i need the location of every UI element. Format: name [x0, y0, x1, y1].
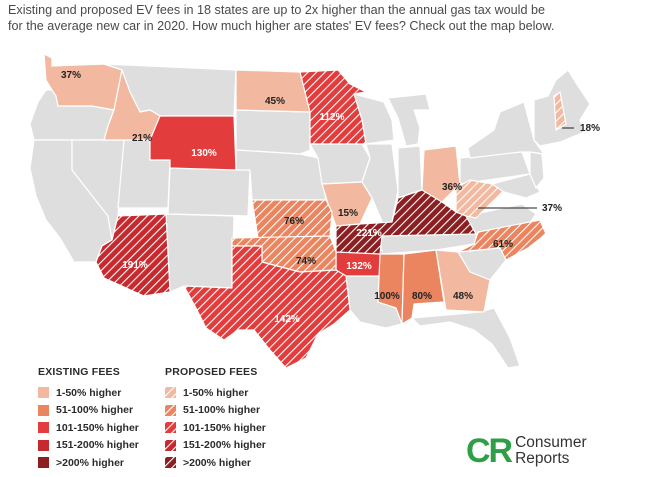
legend-existing-label: 101-150% higher — [56, 421, 139, 434]
legend-existing-title: EXISTING FEES — [38, 366, 120, 378]
label-kansas: 76% — [284, 216, 304, 227]
label-wyoming: 130% — [191, 148, 217, 159]
label-washington: 37% — [61, 70, 81, 81]
legend-proposed-label: 151-200% higher — [183, 439, 266, 452]
label-west-virginia: 37% — [542, 203, 562, 214]
legend-hatch-swatch — [165, 387, 176, 399]
label-mississippi: 100% — [374, 291, 400, 302]
state-indiana — [397, 145, 423, 199]
brand-name-line-1: Consumer — [515, 434, 587, 451]
state-kansas — [251, 199, 333, 239]
legend-existing-item: 101-150% higher — [38, 419, 139, 437]
legend-existing-label: 151-200% higher — [56, 439, 139, 452]
legend-proposed-label: 1-50% higher — [183, 386, 249, 399]
legend-hatch-swatch — [165, 439, 176, 451]
legend-proposed-item: 1-50% higher — [165, 384, 266, 402]
legend-proposed-title: PROPOSED FEES — [165, 366, 258, 378]
label-ohio: 36% — [442, 182, 462, 193]
state-texas — [183, 245, 351, 369]
label-kentucky: 221% — [356, 228, 382, 239]
label-minnesota: 112% — [319, 112, 344, 123]
legend-swatch — [38, 387, 49, 399]
state-minnesota — [299, 69, 367, 145]
state-michigan — [387, 93, 431, 147]
state-mississippi — [377, 253, 405, 325]
label-idaho: 21% — [132, 133, 152, 144]
legend-existing-item: >200% higher — [38, 454, 139, 472]
label-north-dakota: 45% — [265, 96, 285, 107]
legend-existing: EXISTING FEES 1-50% higher 51-100% highe… — [38, 366, 139, 472]
state-new-mexico — [165, 213, 235, 293]
legend-hatch-swatch — [165, 404, 176, 416]
legend-proposed-label: 51-100% higher — [183, 404, 261, 417]
legend-proposed-label: 101-150% higher — [183, 421, 266, 434]
label-oklahoma: 74% — [296, 256, 316, 267]
label-missouri: 15% — [338, 208, 358, 219]
label-georgia: 48% — [453, 291, 473, 302]
headline-line-1: Existing and proposed EV fees in 18 stat… — [8, 3, 545, 17]
state-new-jersey — [529, 151, 545, 189]
legend-proposed-item: >200% higher — [165, 454, 266, 472]
state-arizona — [95, 213, 171, 297]
legend-hatch-swatch — [165, 457, 176, 469]
legend-proposed-item: 51-100% higher — [165, 402, 266, 420]
headline: Existing and proposed EV fees in 18 stat… — [8, 2, 638, 34]
state-new-hampshire — [553, 91, 567, 131]
legend-swatch — [38, 457, 49, 469]
legend-existing-label: 51-100% higher — [56, 404, 134, 417]
state-washington — [43, 53, 123, 111]
state-colorado — [167, 167, 251, 217]
legend-swatch — [38, 422, 49, 434]
brand-name-line-2: Reports — [515, 450, 570, 467]
cr-logo-mark: CR — [466, 432, 513, 470]
label-new-hampshire: 18% — [580, 123, 600, 134]
brand-wordmark: Consumer Reports — [511, 435, 587, 467]
legend-existing-label: 1-50% higher — [56, 386, 122, 399]
state-florida — [411, 307, 521, 369]
us-map: 37% 21% 130% 45% 112% 76% 15% 221% 74% 1… — [29, 53, 600, 369]
legend-proposed-item: 101-150% higher — [165, 419, 266, 437]
legend-existing-label: >200% higher — [56, 456, 124, 469]
consumer-reports-logo: CR Consumer Reports — [466, 434, 587, 468]
legend-existing-item: 151-200% higher — [38, 437, 139, 455]
state-north-carolina — [457, 219, 547, 261]
label-north-carolina: 61% — [493, 239, 513, 250]
state-west-virginia — [455, 179, 505, 219]
legend-existing-item: 51-100% higher — [38, 402, 139, 420]
label-arizona: 191% — [122, 260, 148, 271]
label-alabama: 80% — [412, 291, 432, 302]
state-wyoming — [149, 115, 237, 171]
state-new-york — [467, 101, 545, 159]
legend-proposed: PROPOSED FEES 1-50% higher 51-100% highe… — [165, 366, 266, 472]
headline-line-2: for the average new car in 2020. How muc… — [8, 19, 555, 33]
legend-proposed-label: >200% higher — [183, 456, 251, 469]
legend-swatch — [38, 404, 49, 416]
legend-existing-item: 1-50% higher — [38, 384, 139, 402]
label-arkansas: 132% — [346, 261, 372, 272]
legend-hatch-swatch — [165, 422, 176, 434]
label-texas: 142% — [274, 314, 300, 325]
legend-swatch — [38, 439, 49, 451]
legend-proposed-item: 151-200% higher — [165, 437, 266, 455]
state-south-dakota — [235, 109, 311, 155]
